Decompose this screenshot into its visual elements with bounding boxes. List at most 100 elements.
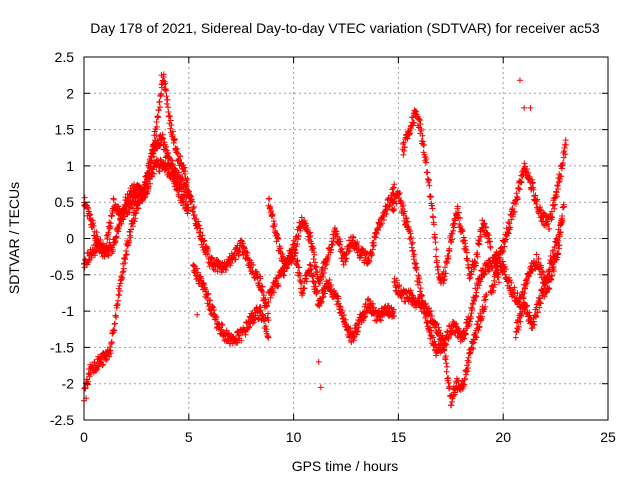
data-point-track-h: [450, 227, 457, 234]
data-point-track-h: [463, 249, 470, 256]
data-point-track-d: [205, 290, 212, 297]
data-point-track-c: [148, 157, 155, 164]
data-point-track-f: [320, 293, 327, 300]
data-point-track-g: [470, 301, 477, 308]
data-point-track-j: [525, 170, 532, 177]
data-point-track-e: [343, 255, 350, 262]
data-point-track-h: [446, 248, 453, 255]
data-point-track-f: [325, 279, 332, 286]
data-point-track-g: [403, 214, 410, 221]
data-point-track-j: [534, 196, 541, 203]
data-point-track-a: [181, 164, 188, 171]
data-point-track-h: [399, 140, 406, 147]
data-point-track-b: [86, 373, 93, 380]
data-point-track-e: [364, 251, 371, 258]
data-point-track-l: [512, 334, 519, 341]
data-point-track-f: [377, 317, 384, 324]
data-point-track-f: [297, 278, 304, 285]
data-point-track-j: [492, 270, 499, 277]
data-point-track-c: [135, 193, 142, 200]
y-tick-label: 1.5: [55, 122, 75, 138]
data-point-track-b: [107, 350, 114, 357]
data-point-track-f: [306, 261, 313, 268]
data-point-track-l: [557, 229, 564, 236]
data-point-track-h: [457, 215, 464, 222]
data-point-track-e: [342, 258, 349, 265]
data-point-track-l: [560, 203, 567, 210]
data-point-track-j: [553, 193, 560, 200]
data-point-track-j: [546, 225, 553, 232]
data-point-isolated: [516, 77, 523, 84]
data-point-track-l: [558, 219, 565, 226]
data-point-track-d: [193, 265, 200, 272]
data-point-track-k: [507, 277, 514, 284]
data-point-track-e: [320, 269, 327, 276]
data-point-track-g: [411, 251, 418, 258]
data-point-track-j: [555, 179, 562, 186]
data-point-track-e: [307, 232, 314, 239]
data-point-track-f: [275, 282, 282, 289]
data-point-track-e: [386, 202, 393, 209]
data-point-track-h: [435, 263, 442, 270]
data-point-track-j: [490, 284, 497, 291]
data-point-track-a: [214, 257, 221, 264]
data-point-track-i: [434, 320, 441, 327]
data-point-track-c: [126, 209, 133, 216]
data-point-track-c: [166, 154, 173, 161]
data-point-track-g: [461, 335, 468, 342]
x-tick-label: 25: [600, 429, 616, 445]
data-point-track-d: [262, 315, 269, 322]
data-point-track-a: [265, 310, 272, 317]
data-point-track-b: [95, 363, 102, 370]
data-point-track-e: [346, 247, 353, 254]
data-point-track-b: [147, 180, 154, 187]
data-point-track-c: [179, 176, 186, 183]
data-point-track-g: [495, 274, 502, 281]
data-point-track-d: [246, 323, 253, 330]
data-point-track-k: [538, 264, 545, 271]
data-point-track-k: [511, 284, 518, 291]
data-point-track-f: [360, 317, 367, 324]
data-point-track-a: [259, 288, 266, 295]
data-point-track-g: [409, 247, 416, 254]
data-point-track-f: [310, 273, 317, 280]
data-point-track-c: [154, 145, 161, 152]
data-point-track-k: [497, 259, 504, 266]
data-point-track-g: [448, 331, 455, 338]
data-point-isolated: [194, 311, 201, 318]
data-point-track-l: [555, 250, 562, 257]
data-point-track-j: [491, 281, 498, 288]
data-point-track-a: [190, 203, 197, 210]
data-point-track-j: [505, 219, 512, 226]
data-point-track-e: [314, 269, 321, 276]
data-point-track-d: [236, 332, 243, 339]
data-point-track-j: [563, 142, 570, 149]
data-point-track-j: [514, 195, 521, 202]
data-point-track-a: [167, 117, 174, 124]
data-point-track-f: [273, 275, 280, 282]
data-point-track-i: [422, 300, 429, 307]
data-point-track-a: [168, 121, 175, 128]
data-point-track-i: [482, 303, 489, 310]
data-point-track-d: [249, 310, 256, 317]
data-point-track-e: [391, 181, 398, 188]
data-point-track-a: [232, 256, 239, 263]
data-point-track-l: [513, 319, 520, 326]
data-point-track-b: [115, 297, 122, 304]
data-point-track-k: [529, 267, 536, 274]
data-point-track-c: [176, 171, 183, 178]
data-point-track-h: [440, 280, 447, 287]
data-point-track-a: [155, 114, 162, 121]
data-point-track-f: [326, 276, 333, 283]
data-point-track-d: [238, 337, 245, 344]
data-point-track-d: [207, 297, 214, 304]
data-point-track-j: [507, 224, 514, 231]
data-point-track-e: [322, 261, 329, 268]
data-point-track-f: [287, 257, 294, 264]
data-point-track-c: [103, 242, 110, 249]
data-point-track-b: [123, 247, 130, 254]
data-point-track-h: [450, 224, 457, 231]
data-point-track-f: [265, 298, 272, 305]
data-point-track-b: [133, 209, 140, 216]
